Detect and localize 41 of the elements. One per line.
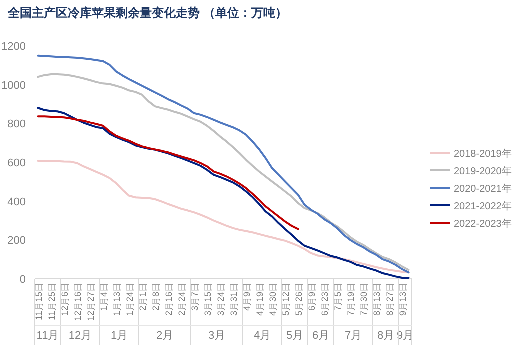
legend-label: 2019-2020年	[454, 166, 512, 178]
x-tick-label: 7月30日	[358, 283, 369, 316]
x-tick-label: 1月13日	[112, 283, 122, 316]
y-tick-label: 800	[8, 118, 26, 131]
text: 2月	[156, 330, 174, 342]
y-tick-label: 400	[8, 196, 26, 208]
legend-label: 2018-2019年	[454, 148, 512, 160]
y-tick-label: 0	[20, 274, 26, 286]
x-tick-label: 7月19日	[346, 283, 356, 316]
text: 1月	[110, 330, 128, 342]
text: 3月	[208, 330, 226, 342]
x-tick-label: 5月26日	[294, 283, 304, 316]
x-tick-label: 12月16日	[72, 283, 83, 322]
y-tick-label: 1200	[2, 41, 26, 53]
x-tick-label: 4月19日	[254, 283, 265, 316]
x-tick-label: 2月16日	[164, 283, 174, 316]
text: 4月	[254, 330, 272, 342]
x-tick-label: 2月8日	[150, 283, 161, 312]
x-tick-label: 12月27日	[86, 283, 96, 322]
text: 11月	[36, 330, 60, 342]
x-tick-label: 2月24日	[176, 283, 187, 316]
y-tick-label: 1000	[2, 80, 26, 92]
x-tick-label: 1月24日	[124, 283, 135, 316]
x-tick-label: 11月25日	[46, 283, 57, 320]
y-tick-label: 200	[8, 235, 26, 248]
chart-title: 全国主产区冷库苹果剩余量变化走势 （单位：万吨）	[7, 6, 288, 20]
text: 12月	[68, 330, 92, 342]
legend-label: 2020-2021年	[454, 183, 512, 195]
y-tick-label: 600	[8, 158, 26, 170]
text: 8月	[377, 330, 395, 342]
x-tick-label: 6月23日	[320, 283, 330, 316]
x-tick-label: 8月27日	[384, 283, 395, 316]
x-tick-label: 3月31日	[228, 283, 239, 316]
x-tick-label: 3月15日	[202, 283, 213, 316]
x-tick-label: 3月24日	[216, 283, 226, 316]
text: 6月	[312, 330, 330, 342]
x-tick-label: 4月30日	[268, 283, 278, 316]
text: 7月	[344, 330, 362, 342]
text: 5月	[286, 330, 304, 342]
legend-label: 2022-2023年	[454, 218, 512, 230]
legend-label: 2021-2022年	[454, 200, 512, 212]
